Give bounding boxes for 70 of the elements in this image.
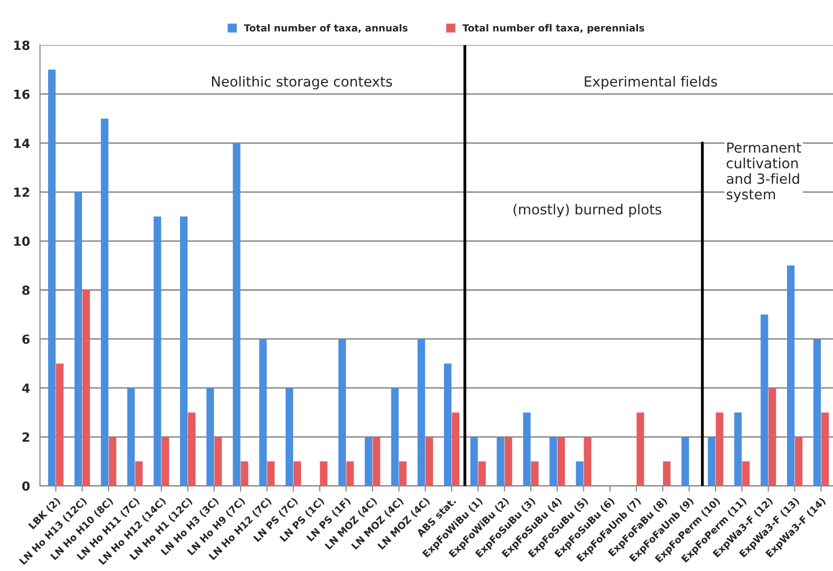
bar [108, 436, 116, 486]
bar [48, 70, 56, 486]
bar [391, 388, 399, 486]
y-tick-label: 16 [14, 90, 30, 100]
y-tick-label: 14 [14, 138, 30, 148]
bar [708, 436, 716, 486]
bar [478, 461, 486, 486]
bar [74, 192, 82, 486]
bar [742, 461, 750, 486]
bar [162, 436, 170, 486]
bar [425, 436, 433, 486]
bar [154, 216, 162, 486]
bar [372, 436, 380, 486]
bar [127, 388, 135, 486]
bar [206, 388, 214, 486]
bar [320, 461, 328, 486]
bar [214, 436, 222, 486]
bar [787, 266, 795, 486]
y-tick-label: 4 [22, 384, 30, 393]
bar [180, 216, 188, 486]
bar [636, 412, 644, 486]
y-tick-label: 8 [22, 285, 30, 295]
y-tick-label: 10 [14, 236, 30, 246]
y-tick-label: 0 [22, 481, 30, 491]
bar [550, 436, 558, 486]
annotation: (mostly) burned plots [514, 204, 662, 218]
bar [346, 461, 354, 486]
bar [56, 363, 64, 486]
legend-label: Total number of taxa, annuals [244, 24, 408, 33]
bar [681, 436, 689, 486]
bar [364, 436, 372, 486]
bar [135, 461, 143, 486]
bar [100, 118, 108, 486]
bar [452, 412, 460, 486]
bar [470, 436, 478, 486]
bar [232, 143, 240, 486]
bar [584, 436, 592, 486]
bar [418, 338, 426, 486]
bar [821, 412, 829, 486]
bar [523, 412, 531, 486]
bar [734, 412, 742, 486]
bar [557, 436, 565, 486]
legend-label: Total number ofl taxa, perennials [462, 24, 644, 34]
bar [504, 436, 512, 486]
y-tick-label: 12 [14, 188, 30, 197]
bar [267, 461, 275, 486]
bar [294, 461, 302, 486]
annotation: Neolithic storage contexts [212, 76, 392, 90]
bar [662, 461, 671, 486]
bar [760, 314, 768, 486]
annotation: Permanent cultivation and 3-field system [726, 142, 802, 202]
bar [188, 412, 196, 486]
bar [531, 461, 539, 486]
bar [576, 461, 584, 486]
bar [794, 436, 802, 486]
bar [768, 388, 776, 486]
bar [338, 338, 346, 486]
bar [240, 461, 248, 486]
bar [399, 461, 407, 486]
bar [444, 363, 452, 486]
y-tick-label: 6 [22, 334, 30, 344]
y-tick-label: 18 [14, 40, 30, 50]
y-tick-label: 2 [22, 432, 30, 442]
bar [259, 338, 267, 486]
bar [716, 412, 724, 486]
bar [813, 338, 821, 486]
bar [286, 388, 294, 486]
annotation: Experimental fields [584, 76, 718, 90]
bar [82, 290, 90, 486]
bar [496, 436, 504, 486]
